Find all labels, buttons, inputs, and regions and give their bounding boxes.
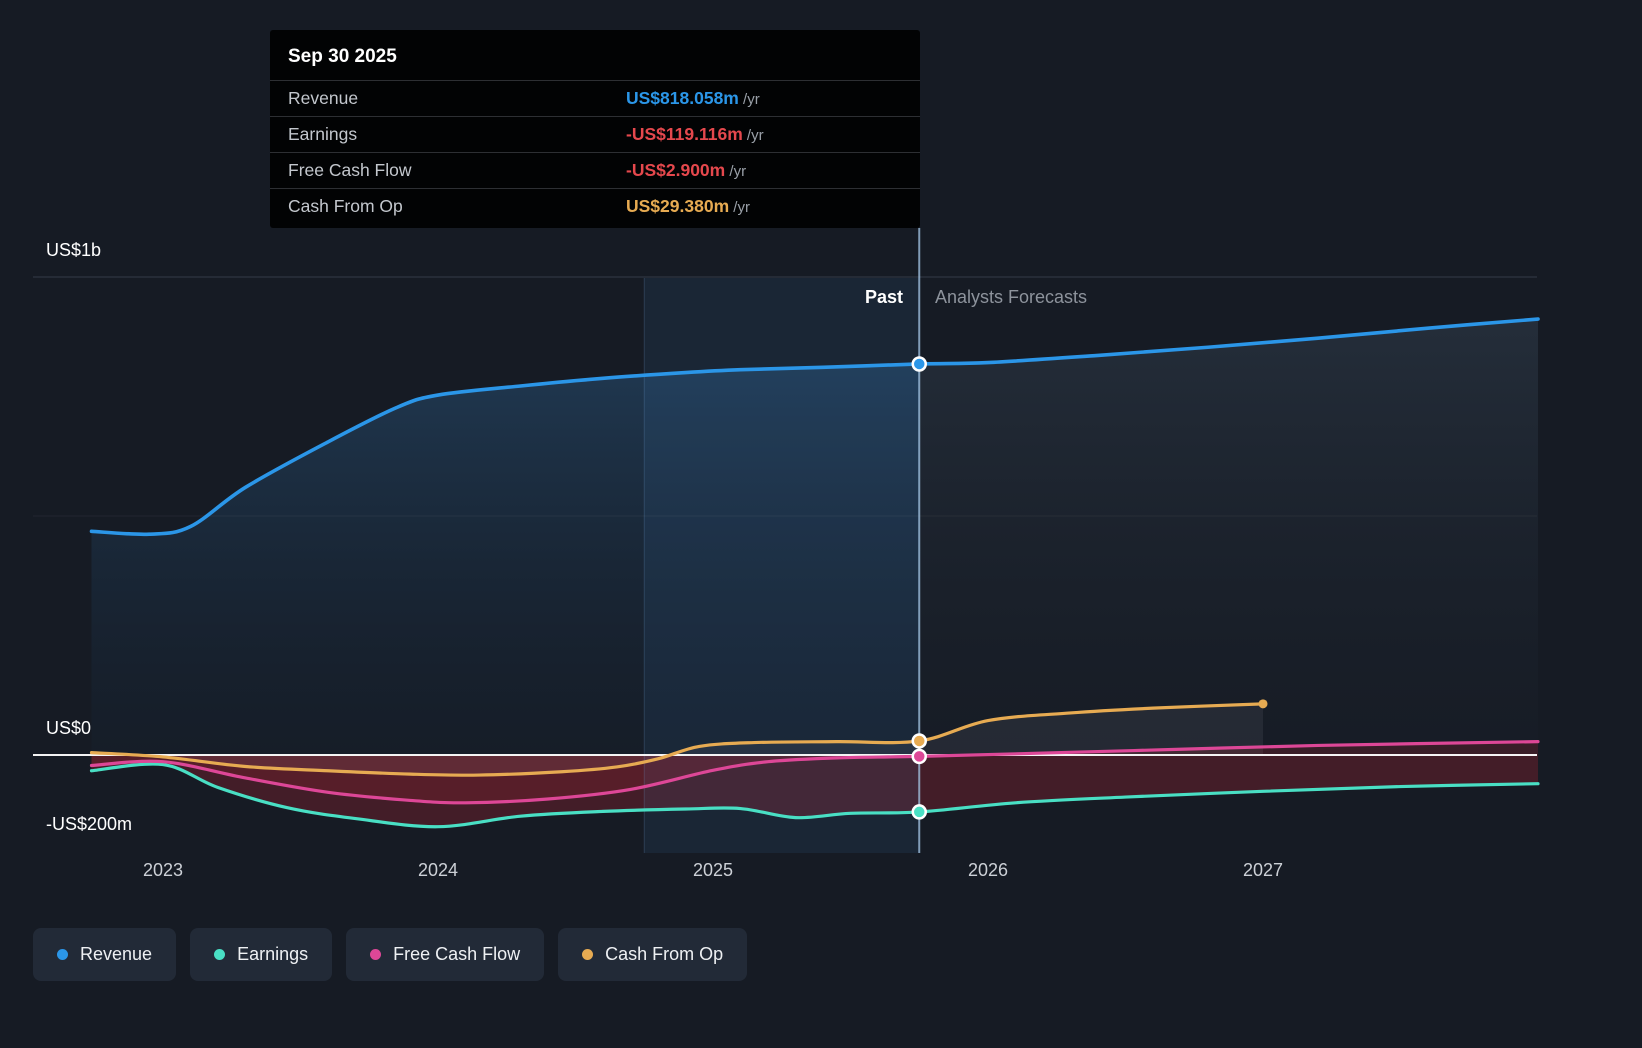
- legend-item-earnings[interactable]: Earnings: [190, 928, 333, 981]
- legend-item-label: Cash From Op: [605, 944, 724, 964]
- legend-item-revenue[interactable]: Revenue: [33, 928, 177, 981]
- chart-legend: Revenue Earnings Free Cash Flow Cash From O…: [33, 928, 748, 981]
- x-axis-label-2024: 2024: [417, 860, 459, 880]
- free-cash-flow-area: [91, 741, 1538, 803]
- revenue-area-forecast: [919, 319, 1538, 755]
- tooltip-row-suffix: /yr: [738, 91, 760, 108]
- tooltip-row-revenue: Revenue US$818.058m /yr: [270, 80, 920, 116]
- free-cash-flow-line: [89, 740, 1540, 805]
- x-axis-label-2023: 2023: [142, 860, 184, 880]
- tooltip-date: Sep 30 2025: [288, 46, 397, 67]
- earnings-divider-marker[interactable]: [911, 804, 927, 820]
- tooltip-row-label: Free Cash Flow: [288, 160, 412, 180]
- tooltip-rows: Revenue US$818.058m /yr Earnings -US$119.11…: [270, 80, 920, 224]
- cash-from-op-legend-dot-icon: [582, 949, 594, 960]
- tooltip-row-label: Revenue: [288, 88, 359, 108]
- revenue-divider-marker[interactable]: [911, 356, 927, 372]
- revenue-legend-dot-icon: [57, 949, 68, 960]
- forecast-label: Analysts Forecasts: [935, 287, 1088, 307]
- tooltip-row-free-cash-flow: Free Cash Flow -US$2.900m /yr: [270, 152, 920, 188]
- tooltip-row-suffix: /yr: [729, 199, 750, 216]
- tooltip-row-suffix: /yr: [742, 127, 764, 144]
- y-axis-label-us-1b: US$1b: [46, 240, 102, 260]
- cash-from-op-divider-marker[interactable]: [911, 733, 927, 749]
- y-axis-label--us-200m: -US$200m: [46, 813, 133, 834]
- free-cash-flow-divider-marker[interactable]: [911, 748, 927, 765]
- tooltip-row-earnings: Earnings -US$119.116m /yr: [270, 116, 920, 152]
- tooltip-row-label: Earnings: [288, 124, 358, 144]
- cash-from-op-area: [91, 703, 1263, 776]
- chart-tooltip: Sep 30 2025 Revenue US$818.058m /yr Earnin…: [270, 30, 920, 228]
- earnings-legend-dot-icon: [214, 949, 226, 960]
- cash-from-op-end-dot: [1258, 699, 1268, 709]
- tooltip-row-value: US$818.058m /yr: [626, 88, 760, 108]
- x-axis-label-2025: 2025: [692, 860, 734, 880]
- tooltip-row-label: Cash From Op: [288, 196, 403, 216]
- revenue-area-past: [91, 363, 920, 755]
- earnings-line: [89, 762, 1540, 829]
- legend-item-label: Revenue: [80, 944, 153, 964]
- x-axis-label-2026: 2026: [967, 860, 1009, 880]
- legend-item-label: Free Cash Flow: [393, 944, 521, 964]
- y-axis-label-us-0: US$0: [46, 718, 92, 738]
- tooltip-row-suffix: /yr: [725, 163, 747, 180]
- tooltip-row-value: -US$2.900m /yr: [626, 160, 747, 180]
- tooltip-row-value: US$29.380m /yr: [626, 196, 750, 216]
- earnings-area: [91, 755, 1538, 827]
- legend-item-label: Earnings: [237, 944, 309, 964]
- legend-item-free-cash-flow[interactable]: Free Cash Flow: [346, 928, 545, 981]
- tooltip-row-cash-from-op: Cash From Op US$29.380m /yr: [270, 188, 920, 224]
- legend-item-cash-from-op[interactable]: Cash From Op: [558, 928, 748, 981]
- revenue-line: [89, 317, 1540, 537]
- past-label: Past: [864, 287, 903, 307]
- x-axis-label-2027: 2027: [1242, 860, 1284, 880]
- cash-from-op-line: [89, 702, 1265, 777]
- free-cash-flow-legend-dot-icon: [370, 949, 382, 960]
- tooltip-row-value: -US$119.116m /yr: [626, 124, 764, 144]
